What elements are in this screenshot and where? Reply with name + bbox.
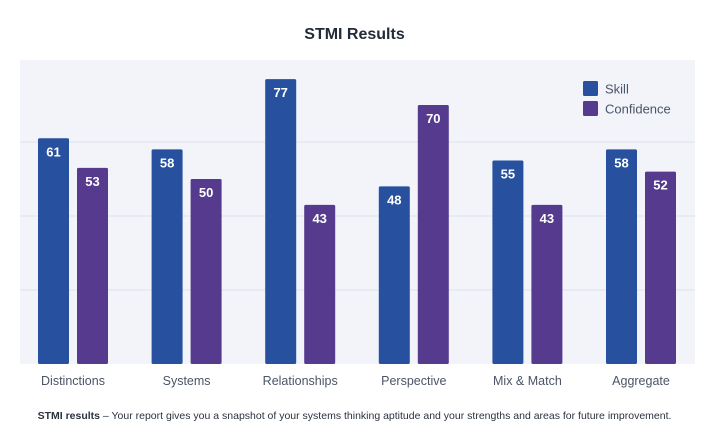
- x-tick-label: Perspective: [381, 374, 446, 388]
- x-axis-labels: Distinctions Systems Relationships Perspect…: [41, 374, 670, 388]
- bar-skill-aggregate: [606, 149, 637, 364]
- legend-swatch-skill: [583, 81, 598, 96]
- x-tick-label: Mix & Match: [493, 374, 562, 388]
- data-label: 77: [273, 85, 287, 100]
- bar-confidence-systems: [190, 179, 222, 364]
- data-label: 50: [199, 185, 213, 200]
- chart-caption: STMI results – Your report gives you a s…: [0, 410, 709, 422]
- legend-swatch-confidence: [583, 101, 598, 116]
- bar-confidence-aggregate: [645, 171, 676, 364]
- bars-group: 61 53 58 50 77 43 48 70 55 43 58 52: [38, 79, 676, 364]
- data-label: 70: [426, 111, 440, 126]
- bar-skill-distinctions: [38, 138, 69, 364]
- data-label: 58: [614, 155, 628, 170]
- data-label: 61: [46, 144, 60, 159]
- x-tick-label: Systems: [163, 374, 211, 388]
- data-label: 52: [653, 178, 667, 193]
- bar-skill-perspective: [378, 186, 410, 364]
- data-label: 43: [540, 211, 554, 226]
- caption-text: – Your report gives you a snapshot of yo…: [100, 410, 672, 422]
- bar-skill-systems: [151, 149, 183, 364]
- caption-bold: STMI results: [37, 410, 101, 422]
- legend: Skill Confidence: [583, 81, 671, 117]
- data-label: 53: [85, 174, 99, 189]
- data-label: 58: [160, 155, 174, 170]
- bar-skill-mix-match: [492, 160, 524, 364]
- data-label: 48: [387, 192, 401, 207]
- x-tick-label: Relationships: [263, 374, 338, 388]
- bar-skill-relationships: [265, 79, 297, 364]
- x-tick-label: Distinctions: [41, 374, 105, 388]
- chart-title: STMI Results: [304, 26, 405, 43]
- bar-chart: 61 53 58 50 77 43 48 70 55 43 58 52 Distinctions Sys…: [20, 60, 695, 388]
- data-label: 55: [501, 167, 515, 182]
- bar-confidence-distinctions: [77, 167, 108, 364]
- gridlines: [20, 141, 695, 291]
- bar-confidence-relationships: [304, 204, 336, 364]
- legend-label-confidence: Confidence: [605, 102, 671, 117]
- plot-background: [20, 60, 695, 364]
- legend-label-skill: Skill: [605, 82, 629, 97]
- bar-confidence-mix-match: [531, 204, 563, 364]
- bar-confidence-perspective: [417, 105, 449, 364]
- x-tick-label: Aggregate: [612, 374, 670, 388]
- data-label: 43: [312, 211, 326, 226]
